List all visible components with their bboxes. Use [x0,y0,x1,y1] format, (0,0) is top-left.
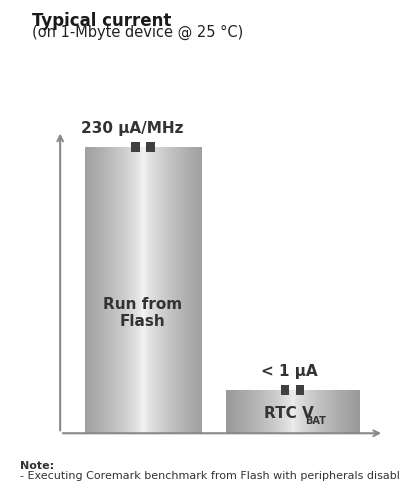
Text: Run from
Flash: Run from Flash [103,297,182,329]
Text: Typical current: Typical current [32,12,171,30]
Bar [131,142,140,152]
Bar [146,142,155,152]
Text: 230 μA/MHz: 230 μA/MHz [81,121,184,136]
Text: BAT: BAT [305,416,326,426]
Text: - Executing Coremark benchmark from Flash with peripherals disabled: - Executing Coremark benchmark from Flas… [20,471,400,481]
Text: < 1 μA: < 1 μA [261,364,317,379]
Text: RTC V: RTC V [264,406,314,421]
Text: Note:: Note: [20,461,54,471]
Bar [280,385,289,395]
Bar [296,385,304,395]
Text: (on 1-Mbyte device @ 25 °C): (on 1-Mbyte device @ 25 °C) [32,25,243,40]
